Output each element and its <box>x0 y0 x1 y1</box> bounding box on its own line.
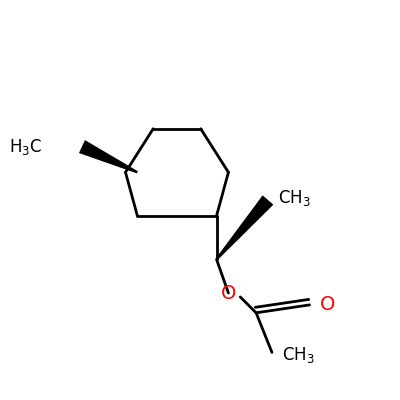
Polygon shape <box>79 140 138 173</box>
Polygon shape <box>216 195 273 260</box>
Text: CH$_3$: CH$_3$ <box>278 188 311 208</box>
Text: O: O <box>320 295 335 314</box>
Text: H$_3$C: H$_3$C <box>9 136 42 156</box>
Text: CH$_3$: CH$_3$ <box>282 345 315 365</box>
Text: O: O <box>221 284 236 302</box>
